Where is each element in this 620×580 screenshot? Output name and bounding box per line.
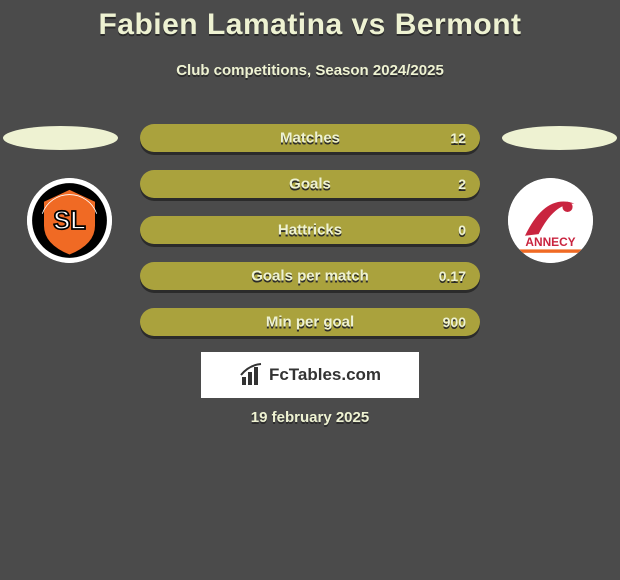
svg-text:ANNECY: ANNECY: [525, 235, 575, 249]
stat-value-right: 2: [458, 176, 466, 192]
stat-bar-goals-per-match: Goals per match 0.17: [140, 262, 480, 290]
club-logo-right: ANNECY: [508, 178, 593, 263]
stat-bar-goals: Goals 2: [140, 170, 480, 198]
stat-label: Hattricks: [278, 222, 342, 239]
svg-text:SL: SL: [53, 207, 86, 235]
stat-value-right: 12: [450, 130, 466, 146]
stat-bar-hattricks: Hattricks 0: [140, 216, 480, 244]
annecy-fc-icon: ANNECY: [508, 178, 593, 263]
subtitle: Club competitions, Season 2024/2025: [0, 62, 620, 79]
stat-label: Matches: [280, 130, 340, 147]
stat-label: Goals: [289, 176, 331, 193]
stat-bar-matches: Matches 12: [140, 124, 480, 152]
stat-label: Min per goal: [266, 314, 354, 331]
page-title: Fabien Lamatina vs Bermont: [0, 8, 620, 42]
bar-chart-icon: [239, 362, 265, 388]
club-logo-left: SL: [27, 178, 112, 263]
stat-value-right: 900: [443, 314, 466, 330]
comparison-infographic: Fabien Lamatina vs Bermont Club competit…: [0, 0, 620, 580]
left-player-halo: [3, 126, 118, 150]
stat-value-right: 0: [458, 222, 466, 238]
stat-bars: Matches 12 Goals 2 Hattricks 0 Goals per…: [140, 124, 480, 336]
stat-value-right: 0.17: [439, 268, 466, 284]
stat-label: Goals per match: [251, 268, 369, 285]
date-stamp: 19 february 2025: [0, 409, 620, 426]
stat-bar-min-per-goal: Min per goal 900: [140, 308, 480, 336]
brand-text: FcTables.com: [269, 365, 381, 385]
brand-badge: FcTables.com: [201, 352, 419, 398]
stade-lavallois-icon: SL: [27, 178, 112, 263]
right-player-halo: [502, 126, 617, 150]
